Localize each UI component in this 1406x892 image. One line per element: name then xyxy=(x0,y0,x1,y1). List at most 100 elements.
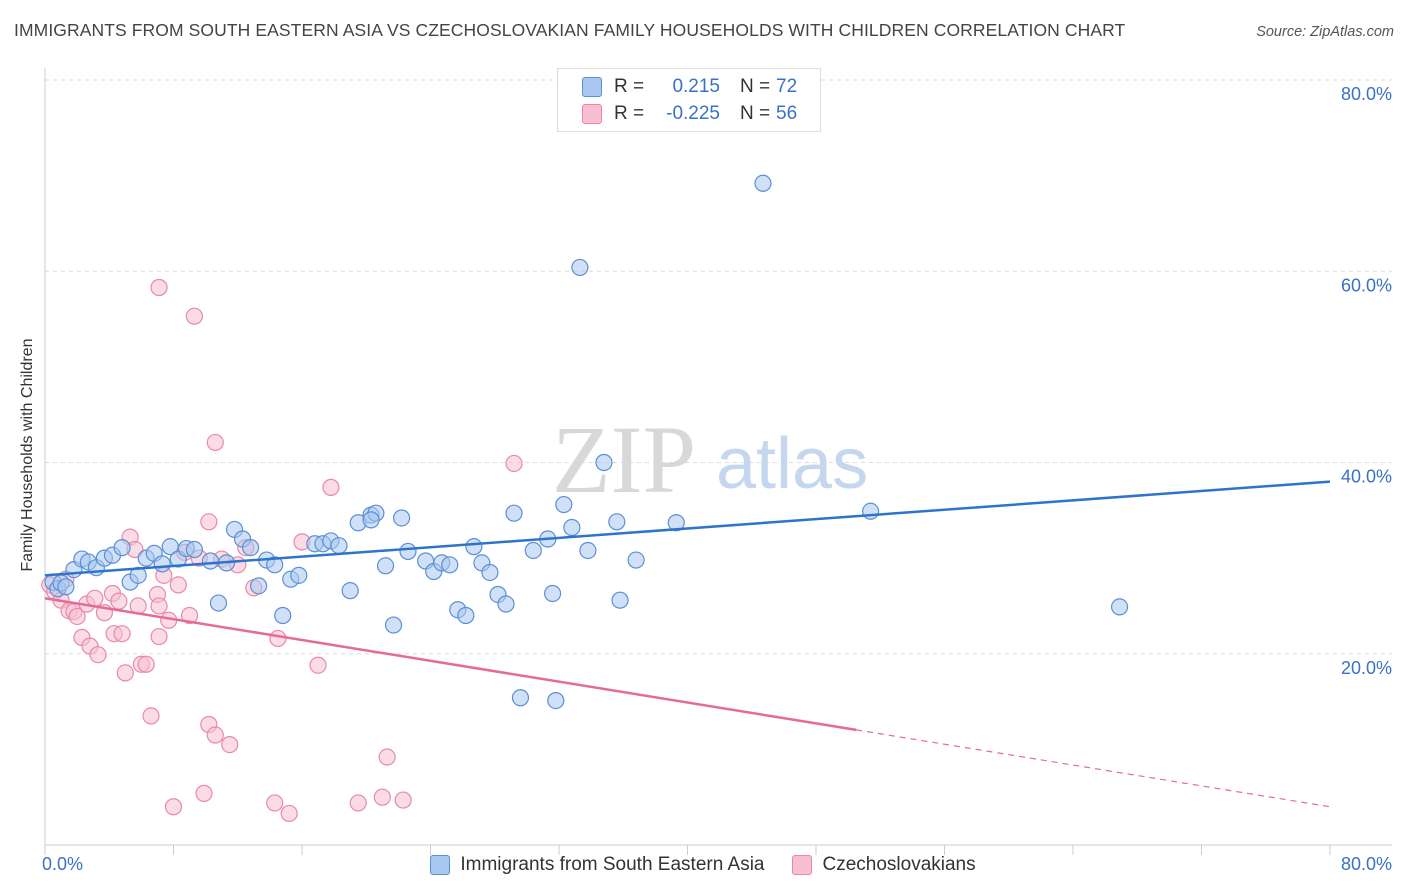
czechoslovakians-point xyxy=(68,607,86,626)
czechoslovakians-point xyxy=(373,788,391,806)
czechoslovakians-point xyxy=(113,625,131,643)
legend-n-label: N = xyxy=(740,76,771,97)
czechoslovakians-point xyxy=(322,478,340,496)
czechoslovakians-point xyxy=(378,748,396,766)
immigrants-point xyxy=(563,518,581,537)
czechoslovakians-point xyxy=(185,307,203,325)
czechoslovakians-point xyxy=(309,656,327,674)
x-tick-label: 0.0% xyxy=(42,854,83,874)
immigrants-point xyxy=(376,557,395,575)
y-tick-label: 80.0% xyxy=(1341,84,1392,104)
immigrants-point xyxy=(153,555,171,573)
immigrants-point xyxy=(611,591,629,609)
czechoslovakians-point xyxy=(269,629,287,648)
immigrants-point xyxy=(185,540,203,559)
czechoslovakians-point xyxy=(195,784,213,802)
legend-r-value: 0.215 xyxy=(672,76,720,97)
legend-r-label: R = xyxy=(614,76,645,97)
axes xyxy=(44,68,1392,855)
czechoslovakians-point xyxy=(169,576,187,594)
correlation-legend: R = 0.215 N = 72 R = -0.225 N = 56 xyxy=(557,68,821,132)
immigrants-point xyxy=(341,582,359,600)
immigrants-point xyxy=(362,511,380,529)
immigrants-point xyxy=(399,542,417,561)
legend-r-label: R = xyxy=(614,103,645,124)
czechoslovakians-point xyxy=(116,664,134,682)
immigrants-point xyxy=(543,584,562,603)
immigrants-point xyxy=(384,616,403,634)
watermark-zip: ZIP xyxy=(552,406,696,513)
immigrants-point xyxy=(250,577,268,595)
czechoslovakians-point xyxy=(394,791,412,809)
czechoslovakians-point xyxy=(200,513,218,531)
legend-swatch-pink xyxy=(792,855,813,875)
y-tick-label: 60.0% xyxy=(1341,275,1392,295)
chart-title: IMMIGRANTS FROM SOUTH EASTERN ASIA VS CZ… xyxy=(14,20,1126,40)
legend-row-immigrants: R = 0.215 N = 72 xyxy=(582,75,797,99)
y-tick-labels: 20.0% 40.0% 60.0% 80.0% xyxy=(1341,84,1392,678)
czechoslovakians-point xyxy=(505,454,523,473)
czechoslovakians-point xyxy=(150,278,168,297)
immigrants-point xyxy=(571,258,589,277)
immigrants-points xyxy=(44,174,1129,710)
immigrants-point xyxy=(113,539,131,557)
immigrants-point xyxy=(862,502,880,520)
watermark: ZIP atlas xyxy=(552,406,868,513)
czechoslovakians-point xyxy=(150,597,168,615)
legend-row-czechoslovakians: R = -0.225 N = 56 xyxy=(582,102,797,126)
immigrants-point xyxy=(481,563,499,582)
czechoslovakians-trend-line-extension xyxy=(856,729,1331,808)
source-label: Source: ZipAtlas.com xyxy=(1256,24,1394,40)
immigrants-point xyxy=(595,453,613,472)
legend-n-value: 56 xyxy=(776,103,798,124)
immigrants-point xyxy=(579,541,597,560)
immigrants-point xyxy=(511,689,530,707)
czechoslovakians-point xyxy=(206,726,224,744)
immigrants-point xyxy=(441,556,459,574)
immigrants-point xyxy=(524,541,542,560)
immigrants-point xyxy=(465,538,483,556)
czechoslovakians-point xyxy=(150,627,168,646)
immigrants-point xyxy=(330,537,348,555)
immigrants-trend-line xyxy=(44,480,1331,577)
legend-label-immigrants: Immigrants from South Eastern Asia xyxy=(460,854,765,875)
legend-n-value: 72 xyxy=(776,76,798,97)
immigrants-point xyxy=(505,504,523,522)
immigrants-point xyxy=(201,552,220,570)
immigrants-point xyxy=(290,566,308,584)
immigrants-point xyxy=(57,578,75,596)
legend-swatch-pink xyxy=(582,104,602,124)
legend-item-immigrants: Immigrants from South Eastern Asia xyxy=(430,854,764,876)
immigrants-point xyxy=(754,174,772,192)
immigrants-point xyxy=(392,509,411,527)
legend-label-czechoslovakians: Czechoslovakians xyxy=(822,854,976,875)
trend-lines xyxy=(44,480,1331,808)
x-tick-labels: 0.0% 80.0% xyxy=(42,854,1392,874)
immigrants-point xyxy=(547,692,565,710)
czechoslovakians-point xyxy=(266,794,284,812)
czechoslovakians-trend-line xyxy=(44,597,857,732)
y-tick-label: 20.0% xyxy=(1341,658,1392,678)
czechoslovakians-point xyxy=(89,646,107,664)
immigrants-point xyxy=(209,594,228,612)
series-legend: Immigrants from South Eastern Asia Czech… xyxy=(0,852,1406,878)
legend-swatch-blue xyxy=(430,855,451,875)
czechoslovakians-point xyxy=(142,707,160,725)
immigrants-point xyxy=(667,514,685,532)
immigrants-point xyxy=(274,606,292,625)
immigrants-point xyxy=(555,495,573,514)
legend-r-value: -0.225 xyxy=(666,103,720,124)
czechoslovakians-point xyxy=(86,589,104,607)
immigrants-point xyxy=(457,606,475,625)
y-tick-label: 40.0% xyxy=(1341,467,1392,487)
immigrants-point xyxy=(608,513,626,531)
czechoslovakians-point xyxy=(349,794,367,812)
czechoslovakians-point xyxy=(221,735,239,754)
x-tick-label: 80.0% xyxy=(1341,854,1392,874)
immigrants-point xyxy=(266,556,284,574)
czechoslovakians-point xyxy=(110,592,128,610)
czechoslovakians-point xyxy=(137,655,155,673)
czechoslovakians-point xyxy=(180,606,199,625)
immigrants-point xyxy=(627,551,645,569)
